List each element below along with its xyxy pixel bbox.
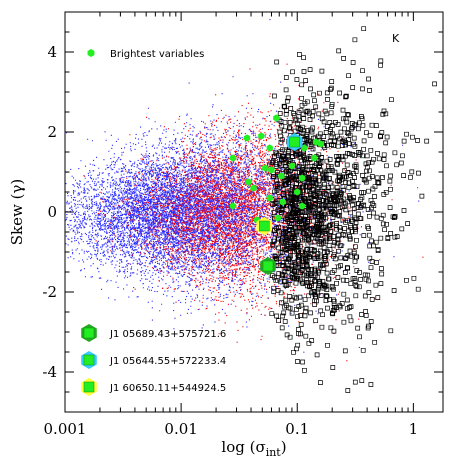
brightest-point-14 [245, 178, 252, 186]
brightest-point-22 [274, 214, 281, 222]
brightest-point-4 [301, 144, 308, 152]
legend-highlight-label-0: J1 05689.43+575721.6 [109, 329, 226, 340]
brightest-point-6 [317, 140, 325, 148]
brightest-point-16 [294, 188, 301, 196]
brightest-point-10 [268, 166, 275, 174]
brightest-point-19 [298, 202, 306, 210]
x-tick-label-2: 0.1 [285, 420, 309, 438]
brightest-point-13 [298, 174, 306, 182]
brightest-point-5 [311, 154, 318, 162]
blue-point-cloud [65, 19, 395, 353]
blue-point-cloud-overlay [66, 81, 420, 348]
axis-ticks: 0.001 0.01 0.1 1 4 2 0 -2 -4 [42, 11, 443, 438]
y-tick-label-3: -2 [42, 283, 57, 301]
brightest-point-18 [279, 198, 286, 206]
brightest-point-7 [312, 138, 320, 146]
legend-highlight-marker-1 [83, 354, 95, 366]
brightest-point-20 [229, 202, 237, 210]
highlighted-points [256, 133, 303, 275]
y-tick-label-0: 4 [47, 43, 57, 61]
brightest-variable-points [229, 114, 325, 224]
brightest-point-1 [243, 134, 251, 142]
legend: Brightest variables J1 05689.43+575721.6 J… [81, 49, 226, 396]
y-tick-label-4: -4 [42, 363, 57, 381]
panel-label: K [392, 32, 400, 45]
highlighted-point-2 [259, 220, 270, 232]
highlighted-point-0 [262, 260, 274, 272]
brightest-point-3 [266, 144, 273, 152]
background-point-cloud [65, 19, 424, 362]
legend-highlight-marker-0 [83, 327, 95, 339]
x-axis-title-main: log (σ [221, 438, 265, 456]
x-tick-label-0: 0.001 [44, 420, 87, 438]
x-axis-title-close: ) [281, 438, 287, 456]
brightest-point-8 [229, 154, 237, 162]
y-tick-label-1: 2 [47, 123, 57, 141]
brightest-point-12 [288, 162, 296, 170]
black-open-squares [266, 26, 437, 393]
y-tick-label-2: 0 [47, 203, 57, 221]
brightest-point-0 [273, 114, 280, 122]
x-axis-title-sub: int [266, 446, 282, 459]
highlighted-point-1 [289, 136, 300, 148]
legend-highlight-marker-2 [83, 381, 95, 393]
brightest-point-15 [250, 184, 257, 192]
y-axis-title: Skew (γ) [8, 179, 26, 246]
legend-brightest-label: Brightest variables [110, 49, 204, 60]
brightest-point-2 [258, 132, 265, 140]
legend-highlight-label-1: J1 05644.55+572233.4 [109, 356, 226, 367]
legend-highlight-label-2: J1 60650.11+544924.5 [109, 383, 226, 394]
brightest-point-9 [262, 164, 269, 172]
black-square-points [266, 26, 437, 393]
legend-brightest-marker [87, 49, 95, 57]
x-tick-label-3: 1 [409, 420, 419, 438]
x-axis-title: log (σint) [221, 438, 286, 459]
brightest-point-11 [278, 172, 285, 180]
x-tick-label-1: 0.01 [164, 420, 197, 438]
brightest-point-17 [266, 194, 273, 202]
